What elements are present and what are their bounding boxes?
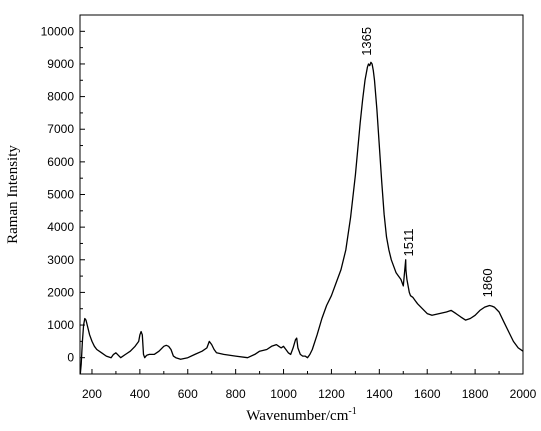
peak-annotations: 1365 1511 1860: [359, 27, 495, 297]
y-tick-label: 7000: [47, 122, 74, 136]
y-tick-label: 9000: [47, 57, 74, 71]
x-axis-title-text: Wavenumber/cm: [246, 408, 348, 424]
plot-frame: [79, 14, 524, 375]
x-tick-label: 1200: [318, 387, 345, 401]
x-tick-label: 1400: [366, 387, 393, 401]
x-tick-label: 1600: [414, 387, 441, 401]
x-tick-label: 400: [130, 387, 150, 401]
x-tick-label: 2000: [510, 387, 537, 401]
peak-label-1365: 1365: [359, 27, 374, 56]
y-tick-label: 6000: [47, 155, 74, 169]
x-axis: 200 400 600 800 1000 1200 1400 1600 1800 2000: [82, 369, 537, 401]
y-tick-label: 3000: [47, 253, 74, 267]
y-tick-label: 4000: [47, 220, 74, 234]
y-tick-label: 8000: [47, 90, 74, 104]
x-axis-title: Wavenumber/cm-1: [246, 406, 356, 424]
y-tick-label: 1000: [47, 318, 74, 332]
x-tick-label: 200: [82, 387, 102, 401]
plot-area: [80, 61, 523, 374]
y-tick-label: 10000: [41, 24, 75, 38]
y-tick-label: 0: [67, 351, 74, 365]
y-tick-label: 2000: [47, 285, 74, 299]
x-tick-label: 800: [226, 387, 246, 401]
peak-label-1511: 1511: [401, 229, 416, 257]
peak-label-1860: 1860: [480, 268, 495, 297]
y-axis: 0 1000 2000 3000 4000 5000 6000 7000 8000 9000 100…: [41, 24, 85, 365]
y-axis-title: Raman Intensity: [5, 145, 21, 244]
x-axis-title-superscript: -1: [348, 406, 356, 417]
x-tick-label: 600: [178, 387, 198, 401]
x-tick-label: 1000: [270, 387, 297, 401]
y-tick-label: 5000: [47, 188, 74, 202]
spectrum-line-0: [80, 61, 523, 374]
x-tick-label: 1800: [462, 387, 489, 401]
